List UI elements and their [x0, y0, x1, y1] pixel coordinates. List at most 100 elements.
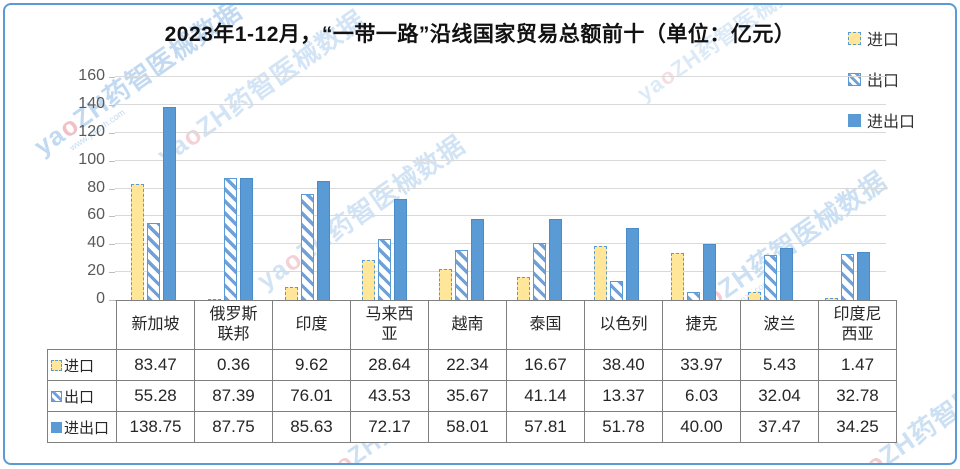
- chart-title: 2023年1-12月，“一带一路”沿线国家贸易总额前十（单位：亿元）: [164, 23, 796, 46]
- table-cell-export-波兰: 32.04: [740, 380, 819, 412]
- table-cell-export-捷克: 6.03: [662, 380, 741, 412]
- bar-import-马来西亚: [362, 260, 376, 300]
- gridline-60: [115, 215, 886, 217]
- bar-export-马来西亚: [378, 239, 392, 300]
- table-cell-import-印度尼西亚: 1.47: [818, 349, 897, 381]
- y-axis-label-120: 120: [78, 122, 105, 140]
- bar-group-9: [732, 77, 809, 300]
- table-cell-import-印度: 9.62: [272, 349, 351, 381]
- bar-group-2: [192, 77, 269, 300]
- table-cell-total-以色列: 51.78: [584, 411, 663, 443]
- bar-export-新加坡: [147, 222, 161, 300]
- chart-card: yaoZH药智医械数据www.yaozh.comyaoZH药智医械数据yaoZH…: [3, 3, 957, 465]
- y-axis-label-20: 20: [87, 262, 105, 280]
- gridline-20: [115, 271, 886, 273]
- table-cell-export-印度尼西亚: 32.78: [818, 380, 897, 412]
- column-header-泰国: 泰国: [506, 300, 585, 350]
- column-header-印度: 印度: [272, 300, 351, 350]
- export-legend-swatch-icon: [848, 72, 861, 86]
- bar-total-越南: [471, 219, 485, 300]
- bar-total-波兰: [779, 247, 793, 300]
- table-cell-import-马来西亚: 28.64: [350, 349, 429, 381]
- y-axis-tick: [109, 188, 115, 190]
- import-row-swatch-icon: [51, 359, 62, 371]
- y-axis-label-40: 40: [87, 234, 105, 252]
- column-header-以色列: 以色列: [584, 300, 663, 350]
- bar-export-波兰: [763, 255, 777, 300]
- y-axis-label-80: 80: [87, 178, 105, 196]
- table-cell-export-以色列: 13.37: [584, 380, 663, 412]
- bar-total-印度: [317, 180, 331, 300]
- bar-group-1: [115, 77, 192, 300]
- table-cell-export-新加坡: 55.28: [116, 380, 195, 412]
- bar-export-越南: [455, 250, 469, 300]
- plot-area: [115, 76, 886, 301]
- bar-export-泰国: [532, 242, 546, 300]
- bar-import-俄罗斯联邦: [208, 298, 222, 300]
- y-axis-tick: [109, 77, 115, 78]
- table-corner-cell: [48, 301, 117, 350]
- bar-total-俄罗斯联邦: [240, 177, 254, 300]
- bar-total-捷克: [702, 244, 716, 300]
- column-header-越南: 越南: [428, 300, 507, 350]
- legend-label-import: 进口: [867, 32, 900, 49]
- y-axis-label-0: 0: [96, 290, 105, 307]
- gridline-100: [115, 159, 886, 161]
- total-row-swatch-icon: [51, 421, 62, 433]
- y-axis-label-160: 160: [78, 67, 105, 84]
- bar-import-泰国: [516, 276, 530, 300]
- table-cell-import-波兰: 5.43: [740, 349, 819, 381]
- bar-import-越南: [439, 268, 453, 300]
- bar-total-马来西亚: [394, 199, 408, 300]
- table-row-import: 进口 83.47 0.36 9.62 28.64 22.34 16.67 38.40 33.97…: [47, 349, 897, 381]
- row-label-import: 进口: [47, 349, 117, 381]
- export-row-swatch-icon: [51, 390, 62, 402]
- column-header-俄罗斯联邦: 俄罗斯 联邦: [194, 300, 273, 350]
- table-cell-import-泰国: 16.67: [506, 349, 585, 381]
- table-cell-total-越南: 58.01: [428, 411, 507, 443]
- bar-total-印度尼西亚: [856, 252, 870, 300]
- y-axis-tick: [109, 244, 115, 246]
- bar-total-泰国: [548, 219, 562, 300]
- total-legend-swatch-icon: [848, 113, 861, 127]
- legend-item-export: 出口: [848, 67, 915, 91]
- row-label-text: 进口: [64, 357, 95, 375]
- gridline-120: [115, 131, 886, 133]
- bar-export-印度尼西亚: [840, 254, 854, 300]
- table-cell-total-俄罗斯联邦: 87.75: [194, 411, 273, 443]
- y-axis-label-100: 100: [78, 150, 105, 168]
- y-axis-label-60: 60: [87, 206, 105, 224]
- gridline-40: [115, 243, 886, 245]
- table-cell-total-印度: 85.63: [272, 411, 351, 443]
- table-cell-import-捷克: 33.97: [662, 349, 741, 381]
- bar-group-3: [269, 77, 346, 300]
- bar-import-印度尼西亚: [824, 297, 838, 300]
- import-legend-swatch-icon: [848, 31, 861, 45]
- bar-group-8: [655, 77, 732, 300]
- bar-group-10: [809, 77, 886, 300]
- table-cell-import-俄罗斯联邦: 0.36: [194, 349, 273, 381]
- column-header-马来西亚: 马来西 亚: [350, 300, 429, 350]
- y-axis-label-140: 140: [78, 94, 105, 112]
- data-table: 新加坡 俄罗斯 联邦 印度 马来西 亚越南 泰国 以色列 捷克 波兰 印度尼 西亚 进口 83.47…: [47, 300, 897, 443]
- bar-export-印度: [301, 194, 315, 300]
- y-axis-tick: [109, 272, 115, 274]
- bar-total-新加坡: [163, 106, 177, 300]
- bar-group-5: [423, 77, 500, 300]
- bar-import-波兰: [747, 292, 761, 300]
- table-cell-total-印度尼西亚: 34.25: [818, 411, 897, 443]
- legend-label-export: 出口: [867, 73, 900, 90]
- gridline-140: [115, 103, 886, 105]
- row-label-text: 进出口: [64, 419, 110, 437]
- row-label-total: 进出口: [47, 411, 117, 443]
- legend: 进口 出口 进出口: [848, 26, 915, 149]
- row-label-text: 出口: [64, 388, 95, 406]
- table-cell-total-捷克: 40.00: [662, 411, 741, 443]
- table-cell-import-以色列: 38.40: [584, 349, 663, 381]
- bar-import-以色列: [593, 246, 607, 300]
- column-header-新加坡: 新加坡: [116, 300, 195, 350]
- y-axis-tick: [109, 104, 115, 106]
- y-axis-tick: [109, 216, 115, 218]
- table-cell-export-俄罗斯联邦: 87.39: [194, 380, 273, 412]
- table-cell-export-泰国: 41.14: [506, 380, 585, 412]
